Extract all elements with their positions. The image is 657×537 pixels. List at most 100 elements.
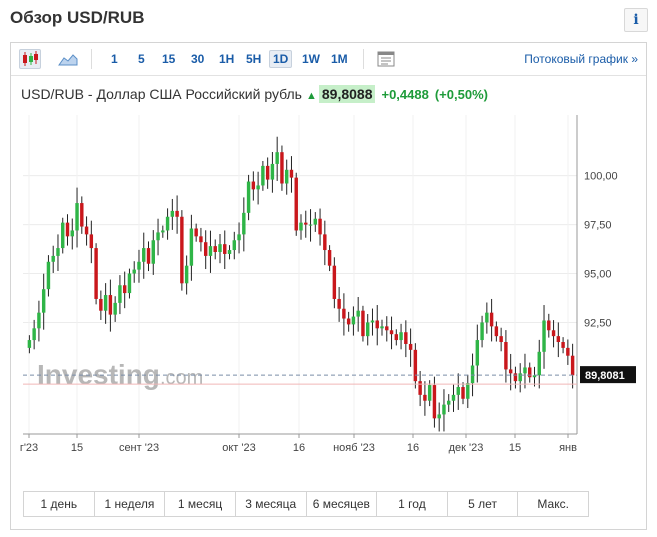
candle: [242, 212, 246, 235]
candle: [161, 230, 165, 233]
candle: [246, 181, 251, 213]
price-chart[interactable]: Investing .com 100,00 97,50 95,00 92,50 г'23…: [11, 109, 646, 469]
watermark-suffix: .com: [160, 367, 203, 389]
timeframe-30[interactable]: 30: [191, 52, 205, 66]
candle: [508, 369, 513, 374]
candle: [442, 404, 446, 415]
candle: [113, 302, 117, 315]
range-button-3[interactable]: 3 месяца: [236, 492, 307, 516]
candlestick-icon[interactable]: [19, 49, 41, 69]
candle: [528, 367, 532, 378]
candle: [32, 328, 36, 341]
candle: [27, 340, 32, 348]
candle: [418, 381, 422, 395]
candle: [365, 322, 370, 337]
range-button-0[interactable]: 1 день: [24, 492, 95, 516]
candle: [351, 316, 356, 325]
candle: [370, 320, 375, 323]
range-button-6[interactable]: 5 лет: [448, 492, 519, 516]
candle: [70, 230, 74, 237]
watermark: Investing .com: [37, 359, 203, 390]
x-tick-label: нояб '23: [333, 442, 375, 454]
x-tick-label: 16: [407, 442, 419, 454]
info-icon[interactable]: i: [624, 8, 648, 32]
area-chart-icon[interactable]: [57, 49, 79, 69]
timeframe-1w[interactable]: 1W: [302, 52, 320, 66]
streaming-chart-link[interactable]: Потоковый график »: [524, 52, 638, 66]
x-tick-label: г'23: [20, 442, 38, 454]
candle: [56, 248, 60, 256]
price-change-percent: (+0,50%): [434, 87, 488, 102]
range-button-1[interactable]: 1 неделя: [95, 492, 166, 516]
candle: [265, 165, 270, 180]
candle: [337, 298, 341, 309]
candle: [332, 265, 337, 299]
candle: [84, 226, 89, 235]
candle: [65, 222, 70, 237]
candle: [399, 332, 403, 341]
candle: [456, 387, 460, 395]
candle: [375, 320, 379, 329]
range-button-5[interactable]: 1 год: [377, 492, 448, 516]
range-button-2[interactable]: 1 месяц: [165, 492, 236, 516]
candle: [461, 387, 465, 399]
x-tick-label: дек '23: [449, 442, 484, 454]
watermark-brand: Investing: [37, 359, 160, 390]
range-button-4[interactable]: 6 месяцев: [307, 492, 378, 516]
candle: [280, 152, 284, 184]
candle: [237, 234, 241, 241]
candle: [89, 234, 94, 249]
candle: [142, 248, 146, 262]
candle: [551, 330, 556, 337]
candle: [251, 181, 256, 190]
price-change: +0,4488: [381, 87, 429, 102]
y-tick-label: 97,50: [584, 220, 612, 232]
candle: [513, 373, 518, 382]
candle: [494, 326, 499, 337]
timeframe-1d[interactable]: 1D: [269, 50, 293, 68]
candle: [570, 355, 575, 376]
candle: [199, 236, 203, 243]
candle: [94, 248, 98, 299]
timeframe-1m[interactable]: 1M: [331, 52, 348, 66]
chart-toolbar: 1 5 15 30 1H 5H 1D 1W 1M Потоковый график »: [11, 43, 646, 76]
candle: [218, 244, 222, 252]
candle: [413, 349, 418, 382]
timeframe-15[interactable]: 15: [162, 52, 176, 66]
x-tick-label: янв: [559, 442, 577, 454]
candle: [304, 222, 308, 225]
candle: [256, 185, 260, 190]
candle: [223, 244, 227, 254]
candle: [170, 210, 175, 217]
timeframe-1h[interactable]: 1H: [219, 52, 235, 66]
candle: [470, 365, 475, 384]
timeframe-5[interactable]: 5: [138, 52, 145, 66]
candle: [380, 326, 384, 329]
candle: [547, 320, 551, 331]
candle: [561, 342, 565, 348]
candle: [208, 246, 213, 256]
candle: [61, 222, 65, 249]
candle: [556, 336, 561, 343]
quote-header: USD/RUB - Доллар США Российский рубль ▲ 89…: [21, 85, 488, 103]
candle: [327, 250, 332, 266]
candle: [103, 295, 108, 311]
candle: [189, 228, 194, 266]
candle: [132, 269, 136, 274]
range-button-7[interactable]: Макс.: [537, 497, 569, 511]
timeframe-5h[interactable]: 5H: [246, 52, 262, 66]
candle: [427, 385, 432, 401]
table-icon[interactable]: [375, 49, 397, 69]
candle: [485, 312, 489, 323]
candle: [361, 310, 365, 337]
timeframe-1[interactable]: 1: [111, 52, 118, 66]
current-price-label: 89,8081: [585, 370, 625, 382]
candle: [80, 203, 84, 227]
y-tick-label: 92,50: [584, 317, 612, 329]
candle: [37, 312, 41, 329]
candle: [323, 234, 327, 251]
candle: [489, 312, 494, 327]
candle: [289, 169, 294, 178]
candle: [480, 322, 484, 341]
chart-widget: 1 5 15 30 1H 5H 1D 1W 1M Потоковый график » USD/…: [10, 42, 647, 530]
